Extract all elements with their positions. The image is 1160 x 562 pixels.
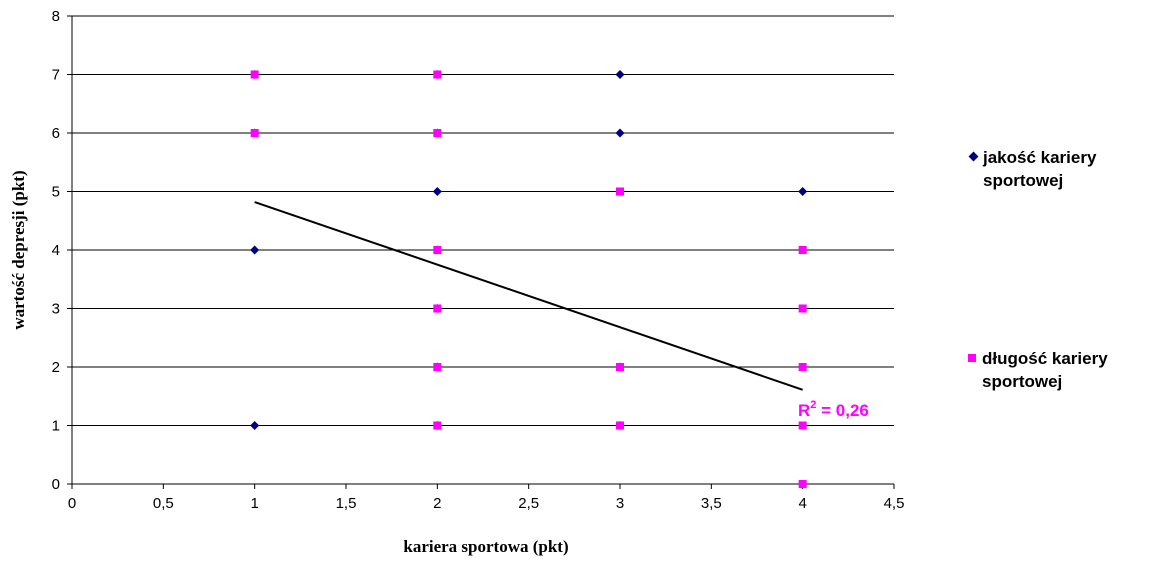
x-tick-label: 1 (250, 495, 258, 512)
y-tick-label: 8 (52, 8, 60, 25)
x-tick-label: 2,5 (518, 495, 539, 512)
legend-label-length: długość kariery sportowej (982, 349, 1108, 391)
square-point (250, 70, 259, 79)
y-tick-label: 7 (52, 67, 60, 84)
y-tick-label: 5 (52, 184, 60, 201)
r-squared-label: R2 = 0,26 (798, 399, 869, 420)
square-point (250, 129, 259, 137)
y-tick-labels: 0 1 2 3 4 5 6 7 8 (52, 8, 60, 493)
x-tick-label: 3,5 (701, 495, 722, 512)
y-tick-label: 2 (52, 359, 60, 376)
diamond-point (615, 128, 625, 138)
square-point (433, 421, 442, 430)
x-tick-labels: 0 0,5 1 1,5 2 2,5 3 3,5 4 4,5 (68, 495, 905, 512)
legend-item-length: długość kariery sportowej (968, 347, 1148, 393)
square-point (433, 246, 442, 254)
square-point (616, 363, 624, 371)
x-axis-title: kariera sportowa (pkt) (403, 537, 568, 556)
y-axis-title: wartość depresji (pkt) (9, 170, 28, 329)
y-tick-label: 4 (52, 242, 60, 259)
square-point (798, 480, 807, 488)
square-point (798, 246, 807, 254)
x-tick-label: 4 (798, 495, 806, 512)
legend-item-quality: jakość kariery sportowej (968, 146, 1148, 192)
square-point (798, 421, 807, 430)
x-tick-label: 0 (68, 495, 76, 512)
x-tick-label: 2 (433, 495, 441, 512)
square-point (616, 187, 624, 196)
y-tick-label: 3 (52, 301, 60, 318)
square-point (798, 304, 807, 313)
square-point (433, 363, 442, 371)
y-tick-label: 6 (52, 125, 60, 142)
square-marker-icon (968, 354, 976, 362)
x-tick-label: 1,5 (336, 495, 357, 512)
square-point (433, 70, 442, 79)
data-points (250, 70, 808, 488)
diamond-point (250, 245, 260, 255)
x-tick-label: 3 (616, 495, 624, 512)
y-tick-label: 1 (52, 418, 60, 435)
x-tick-label: 4,5 (884, 495, 905, 512)
trendline-path (254, 201, 803, 391)
diamond-point (798, 187, 808, 196)
legend-label-quality: jakość kariery sportowej (983, 148, 1097, 190)
gridlines (72, 15, 894, 426)
square-point (433, 304, 442, 313)
diamond-point (250, 421, 260, 430)
x-tick-label: 0,5 (153, 495, 174, 512)
diamond-point (615, 70, 625, 79)
y-tick-label: 0 (52, 476, 60, 493)
square-point (798, 363, 807, 371)
diamond-point (432, 187, 442, 196)
square-point (433, 129, 442, 137)
diamond-marker-icon (968, 151, 979, 162)
trendline (254, 201, 803, 391)
axes (67, 15, 895, 489)
square-point (616, 421, 624, 430)
